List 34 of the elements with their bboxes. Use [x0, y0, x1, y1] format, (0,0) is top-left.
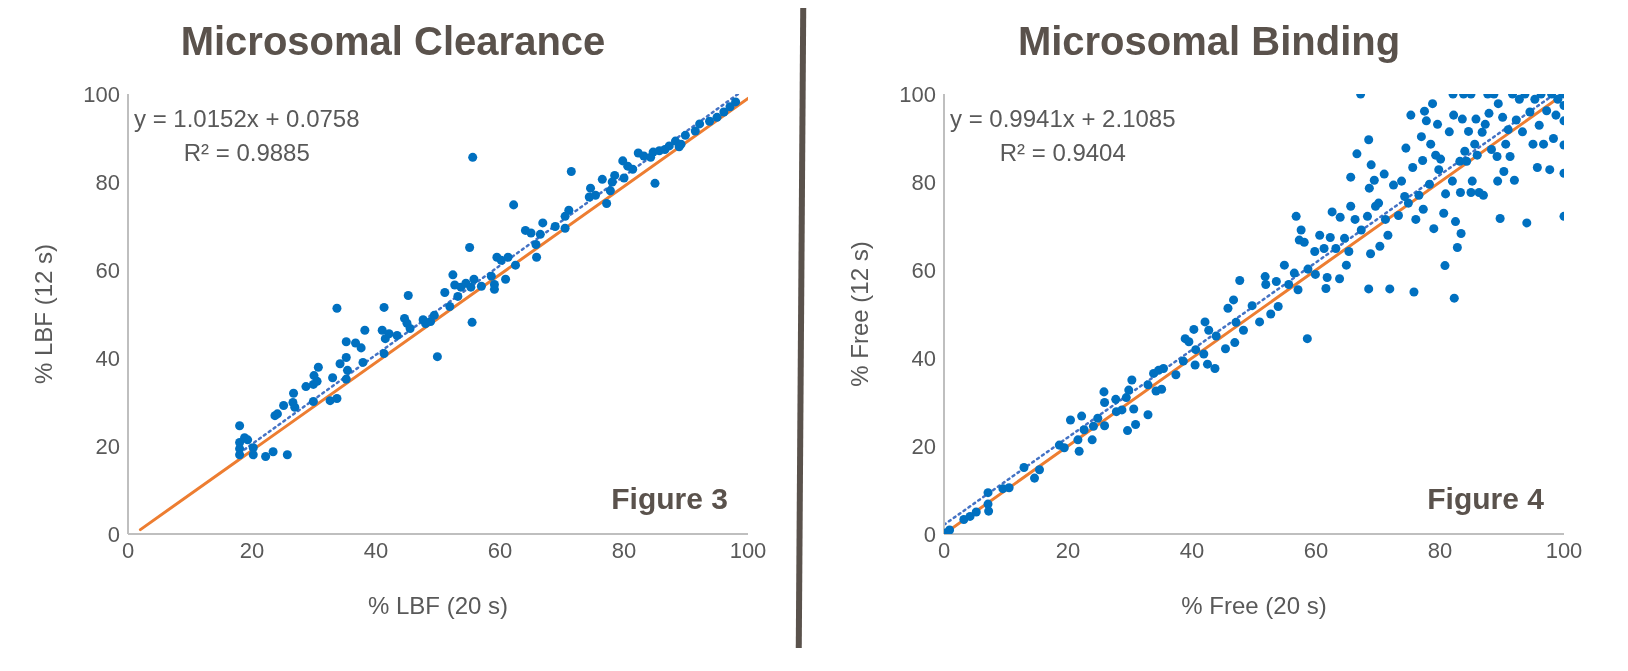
annotation: R² = 0.9885	[182, 138, 311, 168]
y-axis-title: % LBF (12 s)	[29, 243, 57, 385]
y-tick-label: 0	[923, 521, 936, 547]
y-tick-label: 100	[83, 81, 120, 107]
y-tick-label: 80	[911, 169, 936, 195]
x-tick-label: 100	[729, 537, 767, 563]
annotation: Figure 3	[611, 482, 728, 516]
y-tick-label: 100	[899, 81, 936, 107]
y-tick-label: 40	[911, 345, 936, 371]
y-tick-label: 40	[95, 345, 120, 371]
y-tick-label: 60	[95, 257, 120, 283]
y-tick-label: 80	[95, 169, 120, 195]
x-tick-label: 60	[487, 537, 513, 563]
x-tick-label: 20	[239, 537, 265, 563]
chart-title: Microsomal Clearance	[179, 18, 607, 65]
x-axis-title: % LBF (20 s)	[367, 592, 509, 619]
y-tick-label: 0	[107, 521, 120, 547]
chart-title: Microsomal Binding	[1016, 18, 1402, 65]
x-tick-label: 80	[611, 537, 637, 563]
annotation: R² = 0.9404	[998, 138, 1127, 168]
annotation: Figure 4	[1427, 482, 1544, 516]
annotation: y = 1.0152x + 0.0758	[134, 104, 360, 134]
x-tick-label: 20	[1055, 537, 1081, 563]
annotation: y = 0.9941x + 2.1085	[950, 104, 1176, 134]
y-tick-label: 60	[911, 257, 936, 283]
y-axis-title: % Free (12 s)	[845, 241, 873, 387]
x-axis-title: % Free (20 s)	[1181, 592, 1327, 619]
y-tick-label: 20	[911, 433, 936, 459]
x-tick-label: 60	[1303, 537, 1329, 563]
x-tick-label: 80	[1427, 537, 1453, 563]
y-tick-label: 20	[95, 433, 120, 459]
x-tick-label: 40	[1179, 537, 1205, 563]
x-tick-label: 100	[1545, 537, 1583, 563]
x-tick-label: 40	[363, 537, 389, 563]
